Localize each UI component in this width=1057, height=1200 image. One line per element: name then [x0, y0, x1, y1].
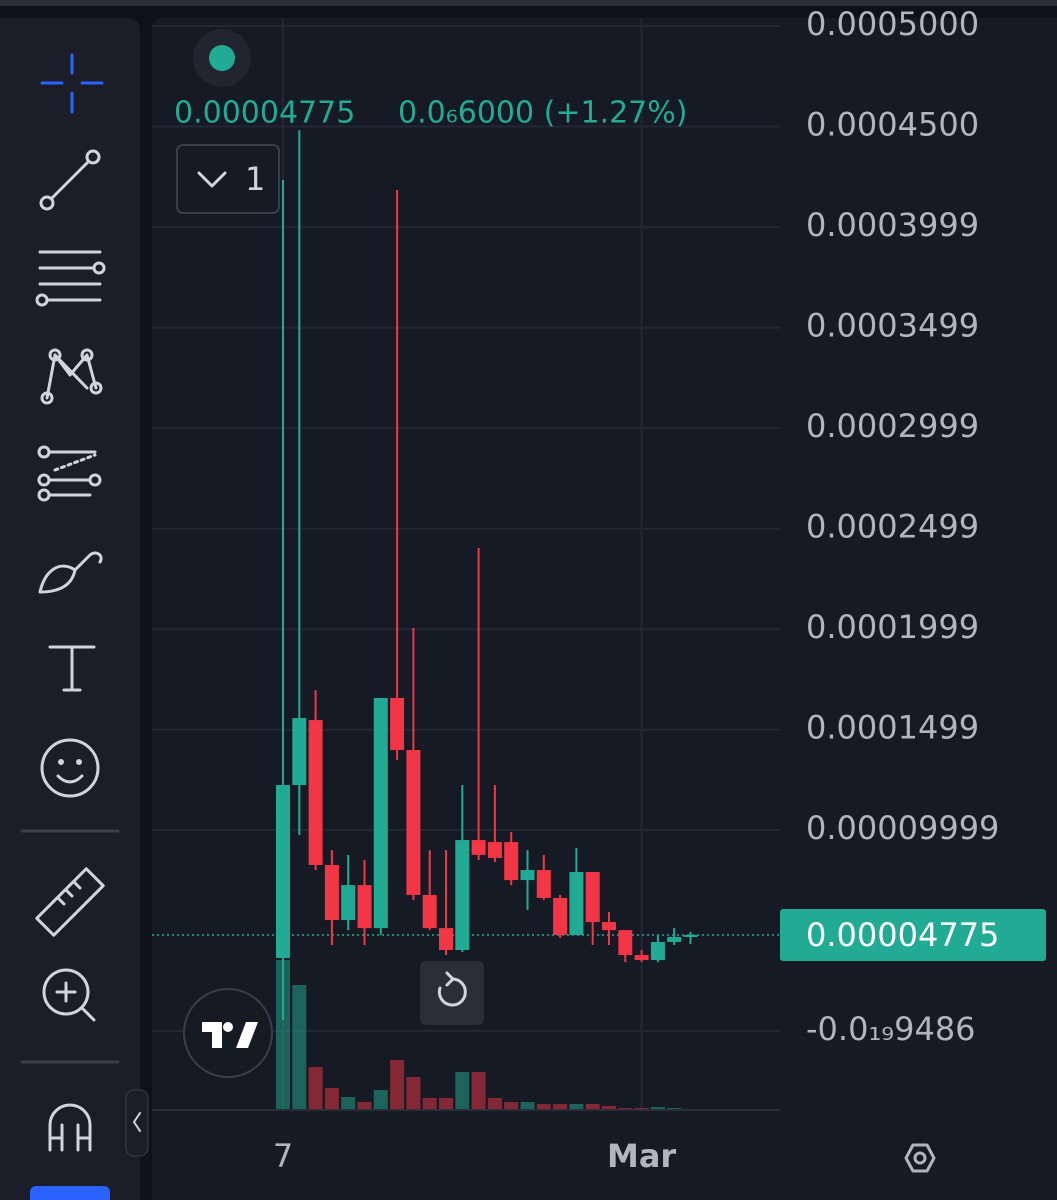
toolbar-icons: [20, 53, 120, 1152]
volume-bar: [308, 1067, 323, 1110]
y-tick-label: 0.0002499: [806, 508, 979, 546]
y-tick-label: 0.0002999: [806, 407, 979, 445]
toolbar-button[interactable]: [30, 1186, 110, 1200]
candle-body: [324, 864, 339, 921]
candle-body: [471, 840, 486, 855]
pattern-tool[interactable]: [40, 348, 103, 405]
candle-body: [341, 885, 356, 921]
candle-body: [357, 885, 372, 929]
candle-body: [650, 941, 665, 961]
emoji-tool[interactable]: [40, 738, 100, 798]
volume-bar: [422, 1098, 437, 1110]
volume-bar: [406, 1077, 421, 1110]
reset-icon: [437, 977, 467, 1007]
y-tick-label: 0.0003499: [806, 307, 979, 345]
volume-bar: [324, 1088, 339, 1110]
y-tick-label: 0.0001499: [806, 709, 979, 747]
y-tick-label: 0.0004500: [806, 106, 979, 144]
volume-bar: [504, 1102, 519, 1110]
volume-bar: [439, 1098, 453, 1110]
y-tick-label: 0.0005000: [806, 5, 979, 43]
interval-label: 1: [245, 160, 265, 198]
volume-bar: [569, 1104, 584, 1110]
volume-bar: [487, 1098, 502, 1110]
candle-body: [406, 750, 421, 895]
candle-body: [276, 784, 290, 959]
forecast-tool[interactable]: [37, 445, 102, 502]
y-tick-label: -0.0₁₉9486: [806, 1010, 976, 1048]
magnet-tool[interactable]: [48, 1103, 92, 1152]
candle-body: [536, 870, 551, 898]
candle-body: [667, 936, 682, 942]
candle-body: [504, 842, 519, 881]
y-tick-label: 0.0001999: [806, 608, 979, 646]
header-change: 0.0₆6000 (+1.27%): [398, 96, 687, 131]
brush-tool[interactable]: [38, 551, 103, 594]
volume-bar: [602, 1106, 616, 1110]
candle-body: [634, 955, 649, 961]
crosshair-tool[interactable]: [40, 53, 104, 114]
candle-body: [439, 928, 453, 951]
logo-mark: [202, 1022, 258, 1048]
candle-body: [487, 842, 502, 858]
zoom-tool[interactable]: [42, 968, 96, 1022]
reset-button[interactable]: [420, 961, 484, 1025]
header-price: 0.00004775: [174, 96, 355, 131]
candle-body: [422, 894, 437, 929]
text-tool[interactable]: [48, 645, 96, 692]
candle-body: [683, 935, 698, 938]
interval-toggle[interactable]: [176, 144, 280, 214]
candle-body: [292, 718, 307, 785]
candle-body: [569, 872, 584, 935]
ruler-tool[interactable]: [35, 867, 105, 937]
chevron: [197, 171, 227, 188]
volume-bar: [536, 1104, 551, 1110]
volume-bar: [650, 1107, 665, 1110]
volume-bar: [390, 1060, 405, 1110]
collapse-toolbar[interactable]: [125, 1089, 149, 1157]
plot: [152, 18, 780, 1110]
candle-body: [553, 897, 568, 935]
y-tick-label: 0.0003999: [806, 206, 979, 244]
volume-bar: [553, 1104, 568, 1110]
candle-body: [373, 697, 388, 929]
volume-bar: [341, 1097, 356, 1110]
volume-bar: [471, 1072, 486, 1110]
volume-bar: [455, 1072, 470, 1110]
candle-body: [618, 930, 633, 956]
top-bar: [0, 0, 1057, 6]
volume-bar: [292, 985, 307, 1110]
candle-body: [585, 872, 600, 923]
y-tick-label: 0.00009999: [806, 809, 999, 847]
x-tick-label: 7: [273, 1137, 293, 1175]
volume-bar: [520, 1102, 535, 1110]
volume-bar: [276, 960, 290, 1110]
candle-body: [602, 922, 616, 931]
collapse-arrow: [133, 1112, 141, 1132]
volume-bar: [373, 1090, 388, 1110]
candle-body: [455, 840, 470, 951]
reset-arrow: [445, 971, 455, 987]
settings-button[interactable]: [904, 1143, 936, 1173]
volume-bar: [585, 1104, 600, 1110]
price-tag: [780, 909, 1046, 962]
candle-body: [308, 720, 323, 865]
volume-bar: [357, 1102, 372, 1110]
fib-tool[interactable]: [35, 250, 106, 307]
status-dot: [209, 45, 235, 71]
candle-body: [390, 697, 405, 751]
candle-body: [520, 870, 535, 881]
x-tick-label: Mar: [607, 1137, 676, 1175]
trend-line-tool[interactable]: [39, 149, 101, 211]
logo[interactable]: [183, 988, 273, 1078]
toolbar: [0, 18, 140, 1200]
price-tag-label: 0.00004775: [806, 916, 999, 954]
